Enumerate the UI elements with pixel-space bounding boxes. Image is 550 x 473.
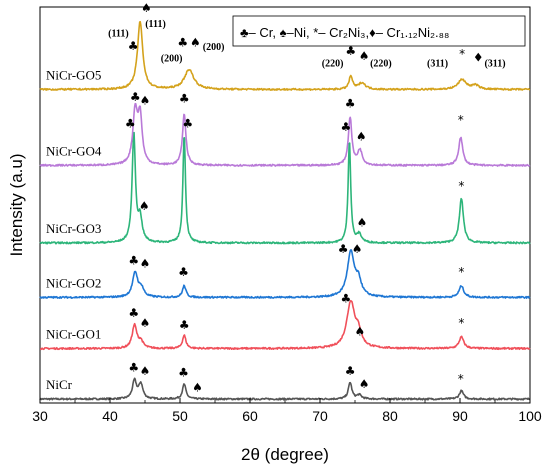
phase-marker: ♠ — [140, 316, 151, 330]
series-line-0 — [39, 377, 531, 401]
phase-marker: * — [458, 179, 464, 193]
series-label: NiCr-GO2 — [46, 276, 101, 291]
phase-marker: * — [458, 265, 464, 279]
phase-marker: ♠ — [359, 377, 370, 391]
phase-marker: ♣ — [338, 242, 349, 256]
series-label: NiCr-GO3 — [46, 221, 101, 236]
x-axis-label: 2θ (degree) — [241, 445, 329, 464]
series-traces — [39, 20, 531, 401]
phase-marker: ♣ — [345, 44, 356, 58]
series-label: NiCr-GO4 — [46, 144, 102, 159]
phase-marker: ♣ — [128, 253, 139, 267]
miller-index-label: (200) — [161, 53, 183, 64]
y-axis-label: Intensity (a.u) — [7, 154, 26, 257]
phase-marker: ♣ — [178, 366, 189, 380]
phase-marker: ♣ — [341, 291, 352, 305]
phase-marker: ♠ — [352, 242, 363, 256]
x-tick-label: 30 — [32, 408, 48, 424]
series-line-1 — [39, 299, 531, 351]
x-tick-label: 50 — [172, 408, 188, 424]
series-line-2 — [39, 249, 531, 299]
series-line-4 — [39, 102, 531, 167]
miller-index-label: (111) — [108, 29, 129, 40]
miller-index-label: (220) — [370, 58, 392, 69]
phase-marker: ♣ — [128, 306, 139, 320]
phase-marker: ♦ — [473, 50, 484, 64]
phase-marker: ♣ — [345, 97, 356, 111]
phase-marker: ♣ — [128, 361, 139, 375]
x-axis: 30 40 50 60 70 80 90 100 — [32, 398, 542, 424]
phase-marker: ♠ — [139, 199, 150, 213]
legend: ♣– Cr, ♠–Ni, *– Cr₂Ni₃,♦– Cr₁.₁₂Ni₂.₈₈ — [232, 15, 526, 47]
phase-marker: * — [458, 316, 464, 330]
miller-index-label: (200) — [203, 42, 225, 53]
phase-marker: ♠ — [359, 49, 370, 63]
phase-marker: ♣ — [345, 364, 356, 378]
phase-marker: ♠ — [356, 130, 367, 144]
phase-marker: * — [459, 47, 465, 61]
miller-index-label: (311) — [427, 58, 448, 69]
phase-marker: ♣ — [125, 116, 136, 130]
x-tick-label: 100 — [518, 408, 542, 424]
legend-text: ♣– Cr, ♠–Ni, *– Cr₂Ni₃,♦– Cr₁.₁₂Ni₂.₈₈ — [240, 25, 449, 40]
phase-marker: ♠ — [141, 1, 152, 15]
series-line-3 — [39, 131, 531, 245]
phase-marker: ♠ — [140, 257, 151, 271]
series-label: NiCr-GO5 — [46, 68, 101, 83]
phase-marker: ♣ — [182, 116, 193, 130]
phase-marker: ♣ — [341, 120, 352, 134]
series-labels: NiCr NiCr-GO1 NiCr-GO2 NiCr-GO3 NiCr-GO4 NiCr… — [46, 68, 102, 393]
series-line-5 — [39, 20, 531, 91]
peak-annotations: (111)♣♠(111)(200)♣ ♠ (200)(220)♣ ♠(220) (311… — [108, 1, 505, 395]
phase-marker: ♠ — [190, 36, 201, 50]
phase-marker: ♠ — [140, 93, 151, 107]
x-tick-label: 70 — [312, 408, 328, 424]
phase-marker: ♣ — [130, 90, 141, 104]
phase-marker: ♣ — [128, 39, 139, 53]
phase-marker: ♠ — [357, 215, 368, 229]
series-label: NiCr-GO1 — [46, 327, 101, 342]
series-label: NiCr — [46, 377, 73, 392]
legend-box — [232, 15, 526, 47]
phase-marker: * — [458, 113, 464, 127]
miller-index-label: (311) — [484, 58, 505, 69]
phase-marker: ♣ — [179, 92, 190, 106]
miller-index-label: (220) — [322, 58, 344, 69]
phase-marker: ♠ — [192, 380, 203, 394]
phase-marker: ♠ — [140, 364, 151, 378]
miller-index-label: (111) — [145, 19, 166, 30]
x-tick-label: 40 — [102, 408, 118, 424]
x-tick-label: 80 — [382, 408, 398, 424]
x-tick-label: 90 — [452, 408, 468, 424]
x-tick-label: 60 — [242, 408, 258, 424]
plot-frame — [39, 6, 531, 404]
phase-marker: ♣ — [178, 265, 189, 279]
phase-marker: ♣ — [179, 318, 190, 332]
phase-marker: ♠ — [355, 324, 366, 338]
phase-marker: ♣ — [177, 36, 188, 50]
phase-marker: * — [458, 372, 464, 386]
